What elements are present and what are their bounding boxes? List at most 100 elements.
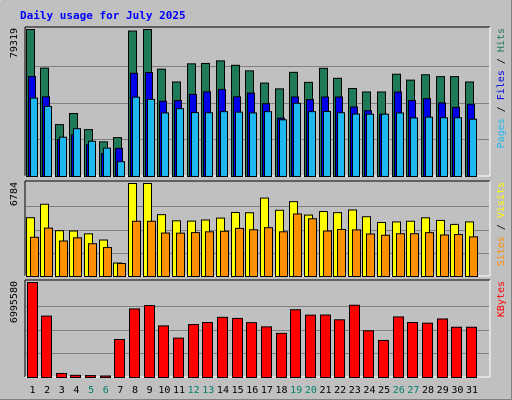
y-axis-max-label: 79319 bbox=[9, 28, 20, 58]
day-label-8: 8 bbox=[132, 385, 138, 396]
legend-hits-files-pages: Pages / Files / Hits bbox=[496, 28, 507, 148]
legend-entry: Hits bbox=[496, 28, 507, 52]
day-label-13: 13 bbox=[202, 385, 214, 396]
y-axis-max-label: 6995580 bbox=[9, 281, 20, 323]
legend-entry: Sites bbox=[496, 236, 507, 266]
bar-kbytes-day-17 bbox=[261, 326, 272, 378]
bar-pages-day-22 bbox=[337, 112, 345, 177]
bar-sites-day-5 bbox=[88, 243, 97, 277]
bar-sites-day-8 bbox=[132, 220, 141, 277]
bar-pages-day-15 bbox=[235, 111, 243, 177]
day-label-12: 12 bbox=[188, 385, 200, 396]
bar-pages-day-5 bbox=[88, 140, 96, 177]
bar-sites-day-19 bbox=[293, 213, 302, 277]
bar-pages-day-31 bbox=[469, 118, 477, 177]
day-label-2: 2 bbox=[44, 385, 50, 396]
bar-pages-day-25 bbox=[381, 113, 389, 177]
bar-sites-day-2 bbox=[44, 227, 53, 278]
bar-sites-day-31 bbox=[469, 236, 478, 277]
bar-sites-day-24 bbox=[366, 233, 375, 277]
bar-pages-day-17 bbox=[264, 111, 272, 177]
bar-sites-day-3 bbox=[59, 240, 68, 277]
bar-kbytes-day-27 bbox=[407, 322, 418, 378]
bar-kbytes-day-11 bbox=[173, 337, 184, 378]
bar-pages-day-21 bbox=[323, 110, 331, 177]
bar-pages-day-8 bbox=[132, 96, 140, 177]
bar-sites-day-4 bbox=[73, 237, 82, 277]
legend-entry: / bbox=[496, 100, 507, 118]
legend-entry: / bbox=[496, 52, 507, 70]
bar-sites-day-20 bbox=[308, 218, 317, 277]
day-label-19: 19 bbox=[290, 385, 302, 396]
bar-sites-day-27 bbox=[410, 233, 419, 277]
day-label-6: 6 bbox=[103, 385, 109, 396]
day-label-23: 23 bbox=[349, 385, 361, 396]
bar-pages-day-4 bbox=[73, 128, 81, 178]
chart-title: Daily usage for July 2025 bbox=[20, 9, 186, 22]
bar-kbytes-day-2 bbox=[41, 315, 52, 378]
bar-pages-day-2 bbox=[44, 105, 52, 177]
legend-entry: / bbox=[496, 218, 507, 236]
bar-sites-day-25 bbox=[381, 234, 390, 278]
bar-sites-day-16 bbox=[249, 229, 258, 278]
bar-kbytes-day-24 bbox=[363, 330, 374, 378]
day-label-30: 30 bbox=[451, 385, 463, 396]
y-axis-max-label: 6784 bbox=[9, 182, 20, 206]
bar-kbytes-day-8 bbox=[129, 308, 140, 379]
day-label-9: 9 bbox=[147, 385, 153, 396]
bar-sites-day-14 bbox=[220, 230, 229, 277]
day-label-5: 5 bbox=[88, 385, 94, 396]
bar-kbytes-day-30 bbox=[451, 326, 462, 379]
bar-pages-day-29 bbox=[440, 117, 448, 177]
day-label-18: 18 bbox=[276, 385, 288, 396]
bar-kbytes-day-4 bbox=[70, 374, 81, 379]
bar-pages-day-1 bbox=[30, 97, 38, 177]
day-label-24: 24 bbox=[363, 385, 375, 396]
day-label-14: 14 bbox=[217, 385, 229, 396]
bar-sites-day-30 bbox=[454, 234, 463, 278]
panel-kbytes-background bbox=[25, 280, 490, 377]
bar-kbytes-day-12 bbox=[188, 324, 199, 379]
bar-pages-day-3 bbox=[59, 136, 67, 178]
bar-pages-day-13 bbox=[205, 112, 213, 177]
bar-sites-day-12 bbox=[191, 232, 200, 278]
bar-kbytes-day-16 bbox=[246, 322, 257, 378]
day-label-25: 25 bbox=[378, 385, 390, 396]
day-label-3: 3 bbox=[59, 385, 65, 396]
bar-sites-day-29 bbox=[440, 234, 449, 277]
bar-kbytes-day-21 bbox=[320, 314, 331, 378]
panel-hits-files-pages: 79319 Pages / Files / Hits bbox=[9, 26, 507, 178]
panel-kbytes: 6995580 KBytes bbox=[9, 279, 507, 379]
bar-kbytes-day-7 bbox=[114, 338, 125, 378]
legend-kbytes: KBytes bbox=[496, 281, 507, 317]
bar-pages-day-23 bbox=[352, 113, 360, 178]
day-label-10: 10 bbox=[158, 385, 170, 396]
day-label-7: 7 bbox=[117, 385, 123, 396]
bar-pages-day-12 bbox=[191, 112, 199, 178]
bar-kbytes-day-23 bbox=[349, 304, 360, 379]
bar-kbytes-day-25 bbox=[378, 339, 389, 379]
legend-entry: KBytes bbox=[496, 281, 507, 317]
bar-pages-day-18 bbox=[279, 119, 287, 178]
day-label-16: 16 bbox=[246, 385, 258, 396]
bar-sites-day-10 bbox=[161, 232, 170, 277]
bar-pages-day-11 bbox=[176, 108, 184, 177]
bar-pages-day-10 bbox=[161, 112, 169, 177]
bar-sites-day-9 bbox=[147, 220, 156, 277]
bar-pages-day-20 bbox=[308, 111, 316, 177]
legend-entry: Pages bbox=[496, 118, 507, 148]
legend-entry: Visits bbox=[496, 182, 507, 218]
bar-sites-day-7 bbox=[117, 262, 126, 278]
bar-kbytes-day-13 bbox=[202, 322, 213, 378]
bar-pages-day-14 bbox=[220, 111, 228, 177]
bar-sites-day-23 bbox=[352, 229, 361, 278]
bar-sites-day-28 bbox=[425, 232, 434, 278]
bar-pages-day-30 bbox=[454, 117, 462, 177]
day-label-11: 11 bbox=[173, 385, 185, 396]
bar-sites-day-1 bbox=[30, 236, 39, 278]
bar-kbytes-day-1 bbox=[27, 282, 38, 378]
bar-kbytes-day-19 bbox=[290, 309, 301, 378]
bar-kbytes-day-26 bbox=[393, 316, 404, 379]
